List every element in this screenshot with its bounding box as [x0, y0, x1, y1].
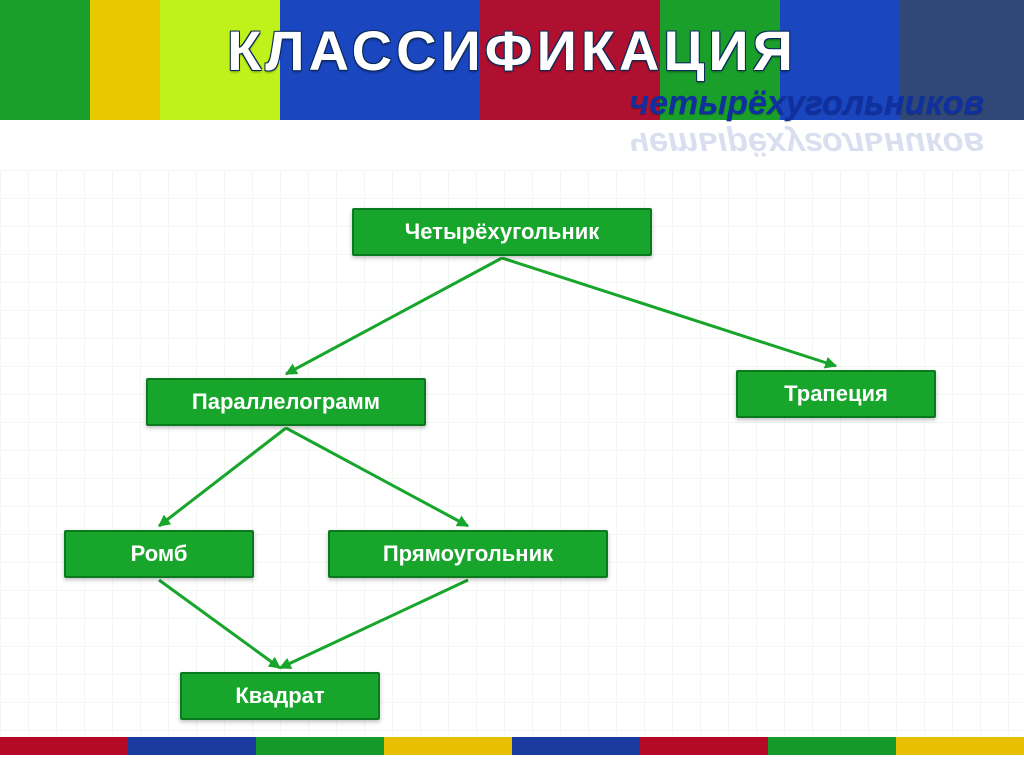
footer-stripe-segment	[384, 737, 512, 755]
page-title: КЛАССИФИКАЦИЯ	[0, 18, 1024, 83]
footer-stripe-segment	[128, 737, 256, 755]
footer-stripe	[0, 737, 1024, 755]
footer-stripe-segment	[512, 737, 640, 755]
footer-stripe-segment	[640, 737, 768, 755]
node-label: Четырёхугольник	[405, 219, 599, 245]
node-rect: Прямоугольник	[328, 530, 608, 578]
footer-stripe-segment	[768, 737, 896, 755]
node-square: Квадрат	[180, 672, 380, 720]
page-subtitle: четырёхугольников	[0, 84, 984, 123]
node-label: Квадрат	[235, 683, 324, 709]
node-trap: Трапеция	[736, 370, 936, 418]
node-romb: Ромб	[64, 530, 254, 578]
node-label: Ромб	[131, 541, 188, 567]
node-para: Параллелограмм	[146, 378, 426, 426]
node-quad: Четырёхугольник	[352, 208, 652, 256]
node-label: Трапеция	[784, 381, 888, 407]
footer-stripe-segment	[0, 737, 128, 755]
page-subtitle-reflection: четырёхугольников	[0, 124, 984, 163]
node-label: Параллелограмм	[192, 389, 380, 415]
footer-stripe-segment	[896, 737, 1024, 755]
footer-stripe-segment	[256, 737, 384, 755]
node-label: Прямоугольник	[383, 541, 553, 567]
